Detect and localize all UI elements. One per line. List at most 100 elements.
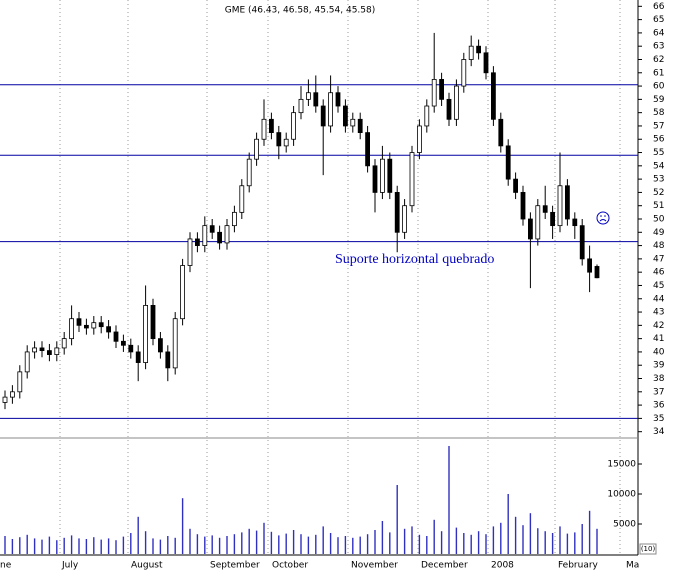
candle-body (446, 98, 452, 120)
y-tick-label: 54 (653, 161, 665, 171)
y-tick-label: 66 (653, 2, 665, 12)
volume-bar (529, 513, 532, 554)
volume-bar (574, 532, 576, 554)
volume-bar (159, 539, 162, 554)
candle-body (350, 118, 356, 127)
volume-bar (389, 532, 391, 554)
volume-bar (485, 534, 487, 554)
y-tick-label: 60 (653, 82, 665, 92)
candle-body (143, 305, 149, 363)
volume-label-box (639, 543, 657, 555)
volume-bar (588, 510, 591, 554)
candle-body (342, 105, 348, 127)
volume-bar (544, 531, 546, 554)
candle-body (135, 351, 141, 363)
volume-bar (167, 536, 169, 554)
y-tick-label: 34 (653, 427, 665, 437)
volume-bar (70, 535, 73, 554)
candle-body (328, 92, 334, 127)
candle-body (113, 331, 119, 342)
volume-bar (537, 528, 539, 554)
volume-bar (463, 533, 465, 554)
candle-body (372, 165, 378, 193)
volume-bar (522, 525, 524, 554)
volume-bar (507, 494, 509, 554)
candle-body (9, 391, 15, 398)
candle-body (461, 59, 467, 87)
candle-body (76, 318, 82, 326)
candle-body (513, 178, 518, 193)
candle-body (498, 118, 504, 147)
volume-bar (85, 539, 88, 554)
volume-bar (322, 526, 324, 554)
candle-body (239, 185, 245, 213)
candle-body (535, 205, 541, 240)
sad-face-eye (604, 215, 606, 217)
candle-body (32, 347, 37, 353)
candle-body (172, 318, 178, 369)
volume-bar (56, 540, 58, 554)
volume-bar (241, 532, 243, 554)
candle-body (69, 318, 74, 340)
volume-bar (93, 537, 95, 554)
y-tick-label: 46 (653, 268, 665, 278)
candle-body (357, 118, 363, 133)
y-tick-label: 53 (653, 175, 664, 185)
candle-body (402, 205, 408, 233)
candle-body (217, 231, 223, 244)
y-tick-label: 63 (653, 42, 664, 52)
chart-title: GME (46.43, 46.58, 45.54, 45.58) (225, 6, 376, 16)
volume-bar (226, 536, 228, 554)
candle-body (180, 265, 186, 320)
x-tick-label: December (421, 561, 468, 571)
volume-bar (315, 534, 317, 554)
candle-body (565, 185, 570, 220)
volume-tick-label: 15000 (607, 460, 636, 470)
candle-body (209, 225, 215, 233)
volume-bar (189, 528, 191, 554)
volume-bar (48, 536, 51, 554)
candle-body (542, 205, 548, 213)
annotation: Suporte horizontal quebrado (335, 252, 494, 267)
candle-body (261, 118, 267, 140)
x-tick-label: November (351, 561, 398, 571)
candle-body (54, 347, 60, 355)
x-tick-label: 2008 (491, 561, 514, 571)
volume-bar (248, 528, 250, 554)
candle-body (379, 158, 385, 193)
volume-bar (396, 485, 398, 554)
x-tick-label: August (131, 561, 163, 571)
candle-body (84, 324, 89, 329)
y-tick-label: 40 (653, 347, 665, 357)
volume-bar (144, 531, 147, 554)
candle-body (276, 132, 282, 147)
y-tick-label: 49 (653, 228, 665, 238)
volume-bar (285, 533, 287, 554)
y-tick-label: 65 (653, 15, 664, 25)
y-tick-label: 57 (653, 121, 664, 131)
candle-body (268, 118, 274, 133)
candle-body (24, 351, 30, 373)
y-tick-label: 45 (653, 281, 664, 291)
y-tick-label: 43 (653, 308, 664, 318)
candle-body (150, 305, 156, 340)
candle-body (528, 218, 533, 240)
candle-body (579, 225, 585, 260)
volume-bar (374, 530, 376, 554)
volume-bar (196, 534, 199, 554)
volume-bar (100, 539, 102, 554)
volume-bar (4, 536, 6, 554)
candle-body (202, 225, 208, 246)
candle-body (305, 92, 311, 100)
candle-body (483, 52, 489, 74)
candle-body (431, 79, 437, 107)
volume-bar (470, 534, 472, 554)
candle-body (557, 185, 563, 227)
candle-body (231, 211, 237, 227)
volume-bar (26, 534, 28, 554)
volume-bar (477, 531, 480, 554)
volume-bar (426, 536, 428, 554)
candle-body (594, 266, 600, 279)
candle-body (39, 347, 45, 351)
